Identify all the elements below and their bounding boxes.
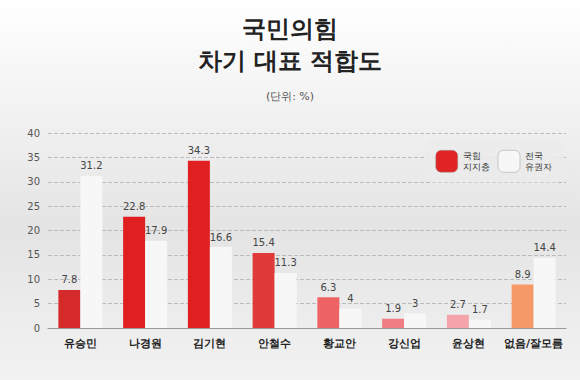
svg-text:34.3: 34.3 (188, 145, 210, 156)
svg-text:황교안: 황교안 (323, 337, 356, 350)
svg-text:윤상현: 윤상현 (452, 337, 485, 350)
svg-text:6.3: 6.3 (320, 282, 336, 293)
svg-text:3: 3 (412, 298, 418, 309)
svg-text:15: 15 (27, 249, 40, 260)
svg-text:(단위: %): (단위: %) (266, 90, 314, 103)
svg-text:22.8: 22.8 (123, 201, 145, 212)
svg-text:안철수: 안철수 (258, 337, 291, 350)
svg-text:11.3: 11.3 (274, 257, 296, 268)
svg-text:10: 10 (27, 274, 40, 285)
svg-text:지지층: 지지층 (463, 162, 490, 172)
svg-text:김기현: 김기현 (193, 337, 226, 350)
svg-text:국힘: 국힘 (463, 151, 481, 161)
svg-text:5: 5 (34, 298, 40, 309)
svg-text:1.7: 1.7 (472, 304, 488, 315)
svg-text:전국: 전국 (525, 151, 543, 161)
svg-text:30: 30 (27, 176, 40, 187)
svg-text:유승민: 유승민 (64, 337, 97, 350)
svg-text:17.9: 17.9 (145, 225, 167, 236)
svg-text:강신업: 강신업 (388, 337, 421, 350)
svg-text:없음/잘모름: 없음/잘모름 (504, 337, 563, 350)
svg-text:4: 4 (347, 293, 353, 304)
svg-text:유권자: 유권자 (525, 162, 552, 172)
svg-text:차기 대표 적합도: 차기 대표 적합도 (198, 47, 383, 75)
svg-text:35: 35 (27, 152, 40, 163)
svg-text:1.9: 1.9 (385, 303, 401, 314)
svg-text:국민의힘: 국민의힘 (242, 15, 338, 43)
svg-text:2.7: 2.7 (450, 299, 466, 310)
svg-text:25: 25 (27, 201, 40, 212)
svg-text:8.9: 8.9 (515, 269, 531, 280)
svg-text:14.4: 14.4 (533, 242, 555, 253)
svg-text:16.6: 16.6 (210, 232, 232, 243)
svg-text:나경원: 나경원 (129, 337, 162, 350)
svg-text:20: 20 (27, 225, 40, 236)
svg-text:40: 40 (27, 128, 40, 139)
svg-text:15.4: 15.4 (252, 237, 274, 248)
svg-text:0: 0 (34, 323, 40, 334)
svg-text:31.2: 31.2 (80, 160, 102, 171)
svg-text:7.8: 7.8 (61, 274, 77, 285)
